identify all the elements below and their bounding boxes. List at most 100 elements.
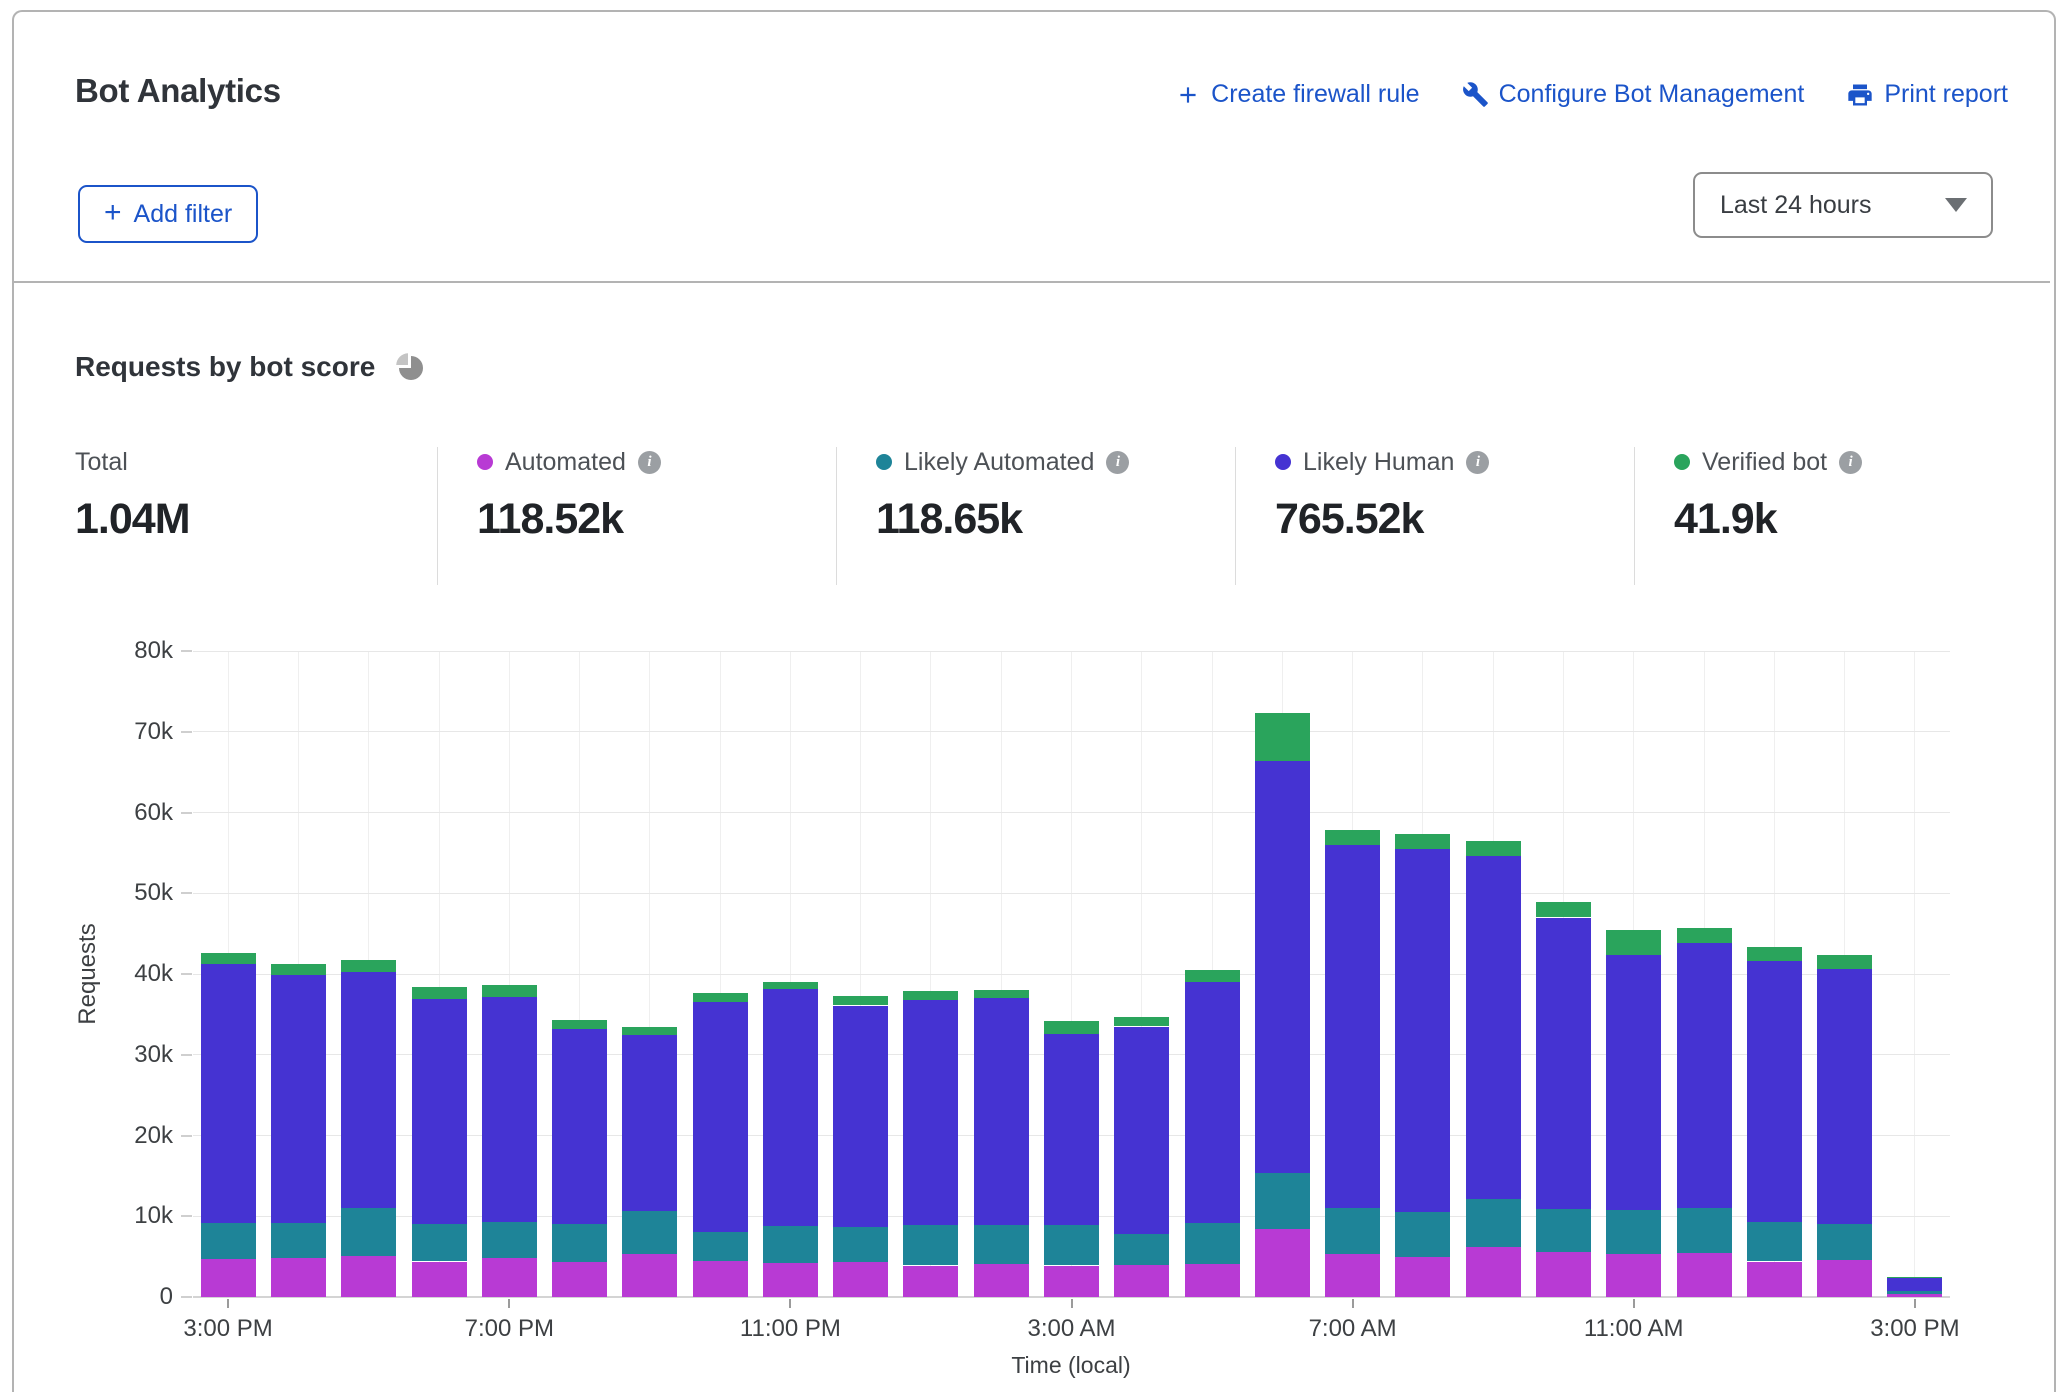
- bar-segment-likely-human[interactable]: [1255, 761, 1310, 1173]
- bar-segment-likely-automated[interactable]: [1677, 1208, 1732, 1253]
- bar-segment-automated[interactable]: [271, 1258, 326, 1297]
- bar-segment-likely-human[interactable]: [341, 972, 396, 1208]
- bar-segment-likely-human[interactable]: [482, 997, 537, 1222]
- bar-segment-likely-human[interactable]: [833, 1006, 888, 1227]
- bar-segment-verified-bot[interactable]: [1185, 970, 1240, 982]
- bar-segment-verified-bot[interactable]: [693, 993, 748, 1003]
- bar-segment-verified-bot[interactable]: [412, 987, 467, 999]
- bar-segment-automated[interactable]: [1747, 1262, 1802, 1298]
- info-icon[interactable]: i: [1466, 451, 1489, 474]
- bar-segment-automated[interactable]: [763, 1263, 818, 1297]
- bar-segment-likely-automated[interactable]: [693, 1232, 748, 1260]
- bar-segment-likely-human[interactable]: [1606, 955, 1661, 1210]
- bar-segment-verified-bot[interactable]: [482, 985, 537, 997]
- bar-segment-likely-automated[interactable]: [1466, 1199, 1521, 1247]
- bar-segment-likely-automated[interactable]: [1747, 1222, 1802, 1262]
- info-icon[interactable]: i: [1839, 451, 1862, 474]
- bar-segment-automated[interactable]: [412, 1262, 467, 1298]
- bar-segment-verified-bot[interactable]: [903, 991, 958, 1000]
- bar-segment-likely-automated[interactable]: [903, 1225, 958, 1265]
- bar-segment-likely-automated[interactable]: [552, 1224, 607, 1262]
- bar-segment-likely-human[interactable]: [903, 1000, 958, 1225]
- configure-bot-management-link[interactable]: Configure Bot Management: [1462, 80, 1805, 109]
- bar-segment-automated[interactable]: [622, 1254, 677, 1297]
- bar-segment-verified-bot[interactable]: [1606, 930, 1661, 955]
- bar-segment-verified-bot[interactable]: [271, 964, 326, 975]
- bar-segment-verified-bot[interactable]: [1536, 902, 1591, 917]
- bar-segment-automated[interactable]: [1677, 1253, 1732, 1297]
- bar-segment-likely-automated[interactable]: [1536, 1209, 1591, 1252]
- bar-segment-automated[interactable]: [1114, 1265, 1169, 1297]
- bar-segment-likely-automated[interactable]: [412, 1224, 467, 1261]
- bar-segment-automated[interactable]: [1255, 1229, 1310, 1297]
- bar-segment-likely-human[interactable]: [622, 1035, 677, 1211]
- info-icon[interactable]: i: [1106, 451, 1129, 474]
- bar-segment-automated[interactable]: [693, 1261, 748, 1297]
- bar-segment-likely-human[interactable]: [271, 975, 326, 1223]
- time-range-select[interactable]: Last 24 hours: [1693, 172, 1993, 238]
- bar-segment-automated[interactable]: [201, 1259, 256, 1297]
- bar-segment-likely-human[interactable]: [1325, 845, 1380, 1208]
- bar-segment-automated[interactable]: [1044, 1266, 1099, 1298]
- bar-segment-likely-human[interactable]: [974, 998, 1029, 1225]
- bar-segment-automated[interactable]: [1606, 1254, 1661, 1297]
- bar-segment-automated[interactable]: [974, 1264, 1029, 1297]
- bar-segment-likely-automated[interactable]: [763, 1226, 818, 1263]
- print-report-link[interactable]: Print report: [1846, 80, 2008, 109]
- bar-segment-likely-human[interactable]: [1466, 856, 1521, 1199]
- bar-segment-automated[interactable]: [833, 1262, 888, 1297]
- bar-segment-likely-human[interactable]: [1677, 943, 1732, 1208]
- bar-segment-automated[interactable]: [1185, 1264, 1240, 1297]
- bar-segment-automated[interactable]: [341, 1256, 396, 1297]
- bar-segment-likely-human[interactable]: [201, 964, 256, 1223]
- bar-segment-likely-automated[interactable]: [833, 1227, 888, 1263]
- bar-segment-automated[interactable]: [1887, 1294, 1942, 1297]
- bar-segment-likely-human[interactable]: [1185, 982, 1240, 1223]
- bar-segment-verified-bot[interactable]: [622, 1027, 677, 1036]
- bar-segment-automated[interactable]: [903, 1266, 958, 1298]
- bar-segment-likely-human[interactable]: [1747, 961, 1802, 1222]
- bar-segment-likely-automated[interactable]: [271, 1223, 326, 1259]
- bar-segment-likely-human[interactable]: [1044, 1034, 1099, 1225]
- bar-segment-automated[interactable]: [552, 1262, 607, 1297]
- bar-segment-likely-automated[interactable]: [622, 1211, 677, 1254]
- bar-segment-verified-bot[interactable]: [1677, 928, 1732, 943]
- bar-segment-likely-automated[interactable]: [1887, 1291, 1942, 1294]
- create-firewall-rule-link[interactable]: Create firewall rule: [1175, 80, 1419, 109]
- bar-segment-verified-bot[interactable]: [1747, 947, 1802, 962]
- bar-segment-automated[interactable]: [1536, 1252, 1591, 1297]
- bar-segment-verified-bot[interactable]: [1887, 1277, 1942, 1278]
- bar-segment-verified-bot[interactable]: [833, 996, 888, 1006]
- bar-segment-likely-human[interactable]: [412, 999, 467, 1224]
- bar-segment-likely-human[interactable]: [1395, 849, 1450, 1212]
- bar-segment-likely-automated[interactable]: [341, 1208, 396, 1256]
- bar-segment-likely-human[interactable]: [1887, 1278, 1942, 1291]
- bar-segment-automated[interactable]: [482, 1258, 537, 1297]
- add-filter-button[interactable]: + Add filter: [78, 185, 258, 243]
- bar-segment-automated[interactable]: [1395, 1257, 1450, 1297]
- bar-segment-automated[interactable]: [1325, 1254, 1380, 1297]
- bar-segment-verified-bot[interactable]: [1114, 1017, 1169, 1027]
- bar-segment-likely-human[interactable]: [1817, 969, 1872, 1224]
- bar-segment-verified-bot[interactable]: [974, 990, 1029, 998]
- bar-segment-verified-bot[interactable]: [341, 960, 396, 972]
- bar-segment-verified-bot[interactable]: [763, 982, 818, 989]
- bar-segment-likely-human[interactable]: [763, 989, 818, 1226]
- bar-segment-verified-bot[interactable]: [1255, 713, 1310, 761]
- bar-segment-verified-bot[interactable]: [1325, 830, 1380, 845]
- bar-segment-likely-automated[interactable]: [482, 1222, 537, 1258]
- bar-segment-likely-human[interactable]: [1536, 918, 1591, 1210]
- bar-segment-likely-automated[interactable]: [974, 1225, 1029, 1264]
- bar-segment-verified-bot[interactable]: [552, 1020, 607, 1029]
- bar-segment-likely-automated[interactable]: [1044, 1225, 1099, 1265]
- bar-segment-likely-automated[interactable]: [1255, 1173, 1310, 1230]
- bar-segment-likely-automated[interactable]: [1395, 1212, 1450, 1256]
- bar-segment-likely-automated[interactable]: [1817, 1224, 1872, 1260]
- bar-segment-verified-bot[interactable]: [1466, 841, 1521, 856]
- bar-segment-verified-bot[interactable]: [1817, 955, 1872, 969]
- bar-segment-likely-automated[interactable]: [201, 1223, 256, 1259]
- bar-segment-verified-bot[interactable]: [201, 953, 256, 964]
- bar-segment-likely-automated[interactable]: [1114, 1234, 1169, 1265]
- bar-segment-likely-human[interactable]: [693, 1002, 748, 1232]
- bar-segment-likely-human[interactable]: [1114, 1027, 1169, 1235]
